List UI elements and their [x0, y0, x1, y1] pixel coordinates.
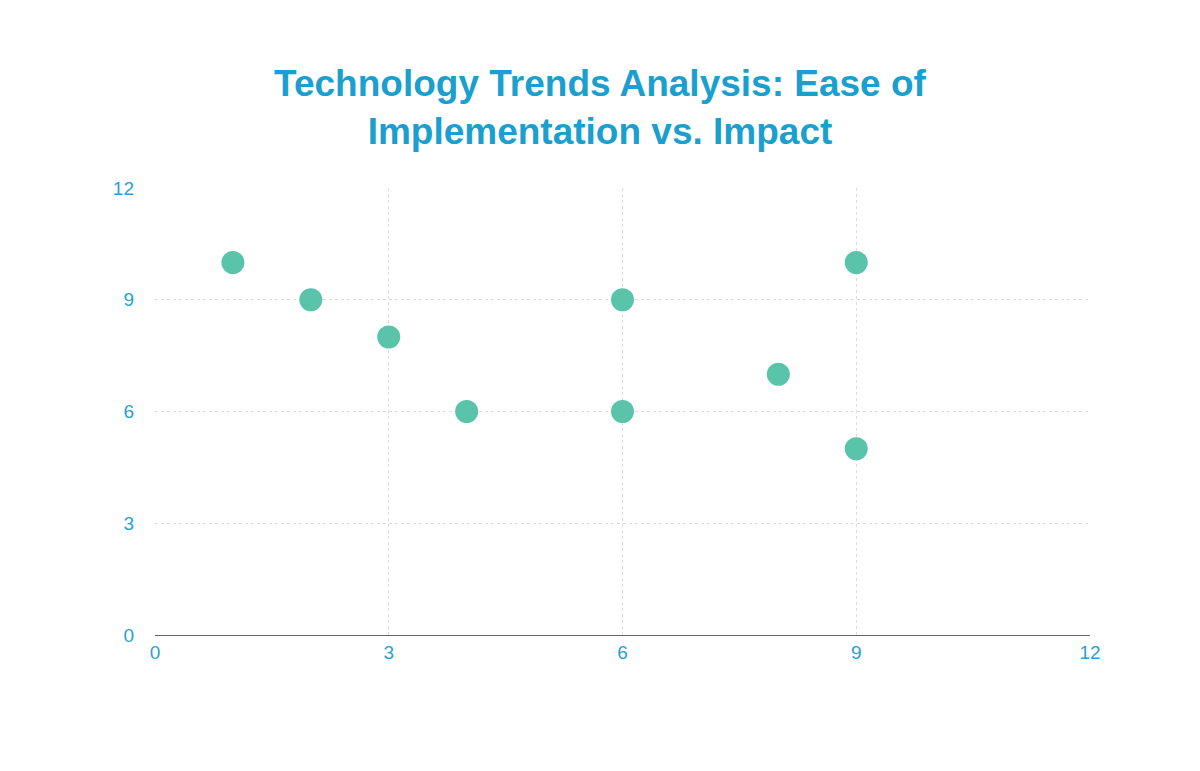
svg-text:6: 6 — [617, 642, 628, 663]
svg-text:Technology Trends Analysis: Ea: Technology Trends Analysis: Ease ofImple… — [274, 63, 926, 152]
svg-text:12: 12 — [1079, 642, 1100, 663]
svg-text:3: 3 — [383, 642, 394, 663]
svg-text:12: 12 — [113, 178, 134, 199]
svg-text:9: 9 — [851, 642, 862, 663]
svg-text:0: 0 — [123, 625, 134, 646]
svg-text:9: 9 — [123, 289, 134, 310]
svg-text:6: 6 — [123, 401, 134, 422]
svg-text:3: 3 — [123, 513, 134, 534]
svg-text:0: 0 — [150, 642, 161, 663]
